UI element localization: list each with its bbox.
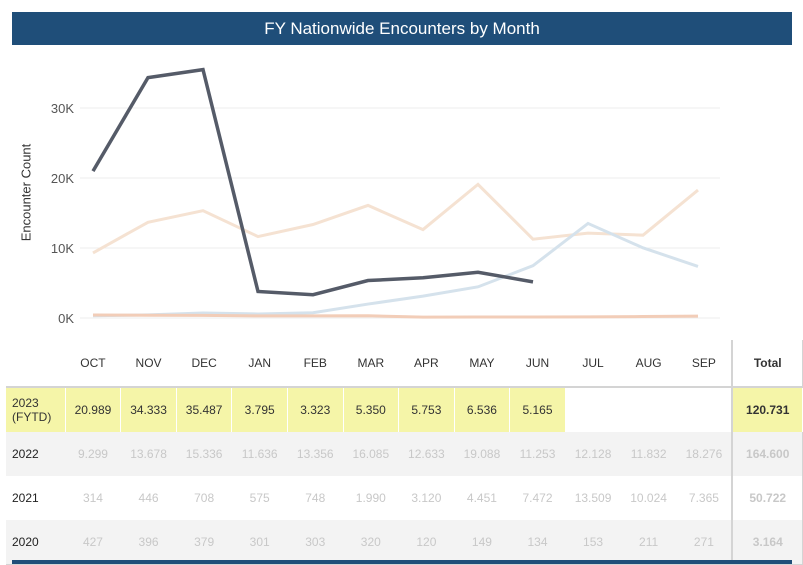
table-cell: 708 bbox=[176, 476, 232, 520]
table-cell: 10.024 bbox=[621, 476, 677, 520]
table-cell: 13.356 bbox=[287, 432, 343, 476]
column-header-total: Total bbox=[732, 340, 802, 387]
column-header-sep: SEP bbox=[676, 340, 732, 387]
column-header-jun: JUN bbox=[510, 340, 566, 387]
table-cell: 271 bbox=[676, 520, 732, 565]
table-cell: 4.451 bbox=[454, 476, 510, 520]
column-header-oct: OCT bbox=[65, 340, 121, 387]
table-cell: 396 bbox=[121, 520, 177, 565]
table-cell: 3.795 bbox=[232, 387, 288, 432]
column-header-jan: JAN bbox=[232, 340, 288, 387]
row-total: 120.731 bbox=[732, 387, 802, 432]
table-cell: 3.323 bbox=[287, 387, 343, 432]
table-cell: 7.472 bbox=[510, 476, 566, 520]
table-cell: 7.365 bbox=[676, 476, 732, 520]
y-tick-label: 0K bbox=[58, 311, 74, 326]
table-cell: 748 bbox=[287, 476, 343, 520]
table-cell: 5.350 bbox=[343, 387, 399, 432]
table-cell: 575 bbox=[232, 476, 288, 520]
row-total: 50.722 bbox=[732, 476, 802, 520]
table-cell: 149 bbox=[454, 520, 510, 565]
table-cell bbox=[621, 387, 677, 432]
table-cell: 35.487 bbox=[176, 387, 232, 432]
table-cell: 9.299 bbox=[65, 432, 121, 476]
y-tick-label: 30K bbox=[51, 101, 74, 116]
table-cell: 303 bbox=[287, 520, 343, 565]
column-header-nov: NOV bbox=[121, 340, 177, 387]
y-tick-label: 20K bbox=[51, 171, 74, 186]
table-cell: 5.165 bbox=[510, 387, 566, 432]
table-cell: 13.509 bbox=[565, 476, 621, 520]
column-header-apr: APR bbox=[399, 340, 455, 387]
bottom-bar bbox=[12, 560, 792, 564]
column-header-feb: FEB bbox=[287, 340, 343, 387]
line-chart: 0K 10K 20K 30K bbox=[0, 0, 803, 340]
table-cell bbox=[565, 387, 621, 432]
table-cell: 153 bbox=[565, 520, 621, 565]
column-header-mar: MAR bbox=[343, 340, 399, 387]
table-cell bbox=[676, 387, 732, 432]
row-label: 2023 (FYTD) bbox=[6, 387, 65, 432]
table-cell: 427 bbox=[65, 520, 121, 565]
table-cell: 18.276 bbox=[676, 432, 732, 476]
series-line-2022 bbox=[93, 184, 698, 253]
y-tick-label: 10K bbox=[51, 241, 74, 256]
table-cell: 15.336 bbox=[176, 432, 232, 476]
series-line-2020 bbox=[93, 315, 698, 317]
table-cell: 13.678 bbox=[121, 432, 177, 476]
table-cell: 379 bbox=[176, 520, 232, 565]
column-header-may: MAY bbox=[454, 340, 510, 387]
row-label: 2020 bbox=[6, 520, 65, 565]
table-cell: 211 bbox=[621, 520, 677, 565]
table-cell: 11.253 bbox=[510, 432, 566, 476]
table-cell: 446 bbox=[121, 476, 177, 520]
table-cell: 19.088 bbox=[454, 432, 510, 476]
column-header-jul: JUL bbox=[565, 340, 621, 387]
row-label: 2021 bbox=[6, 476, 65, 520]
table-cell: 314 bbox=[65, 476, 121, 520]
table-cell: 3.120 bbox=[399, 476, 455, 520]
table-cell: 320 bbox=[343, 520, 399, 565]
row-total: 3.164 bbox=[732, 520, 802, 565]
series-line-2023 bbox=[93, 70, 533, 295]
table-cell: 16.085 bbox=[343, 432, 399, 476]
table-cell: 1.990 bbox=[343, 476, 399, 520]
table-cell: 12.128 bbox=[565, 432, 621, 476]
table-cell: 20.989 bbox=[65, 387, 121, 432]
y-axis-label: Encounter Count bbox=[19, 138, 34, 248]
header-empty bbox=[6, 340, 65, 387]
row-total: 164.600 bbox=[732, 432, 802, 476]
table-cell: 120 bbox=[399, 520, 455, 565]
column-header-aug: AUG bbox=[621, 340, 677, 387]
series-line-2021 bbox=[93, 223, 698, 315]
table-cell: 11.636 bbox=[232, 432, 288, 476]
row-label: 2022 bbox=[6, 432, 65, 476]
table-cell: 11.832 bbox=[621, 432, 677, 476]
column-header-dec: DEC bbox=[176, 340, 232, 387]
table-cell: 12.633 bbox=[399, 432, 455, 476]
table-cell: 301 bbox=[232, 520, 288, 565]
table-cell: 6.536 bbox=[454, 387, 510, 432]
table-cell: 134 bbox=[510, 520, 566, 565]
table-cell: 34.333 bbox=[121, 387, 177, 432]
table-cell: 5.753 bbox=[399, 387, 455, 432]
